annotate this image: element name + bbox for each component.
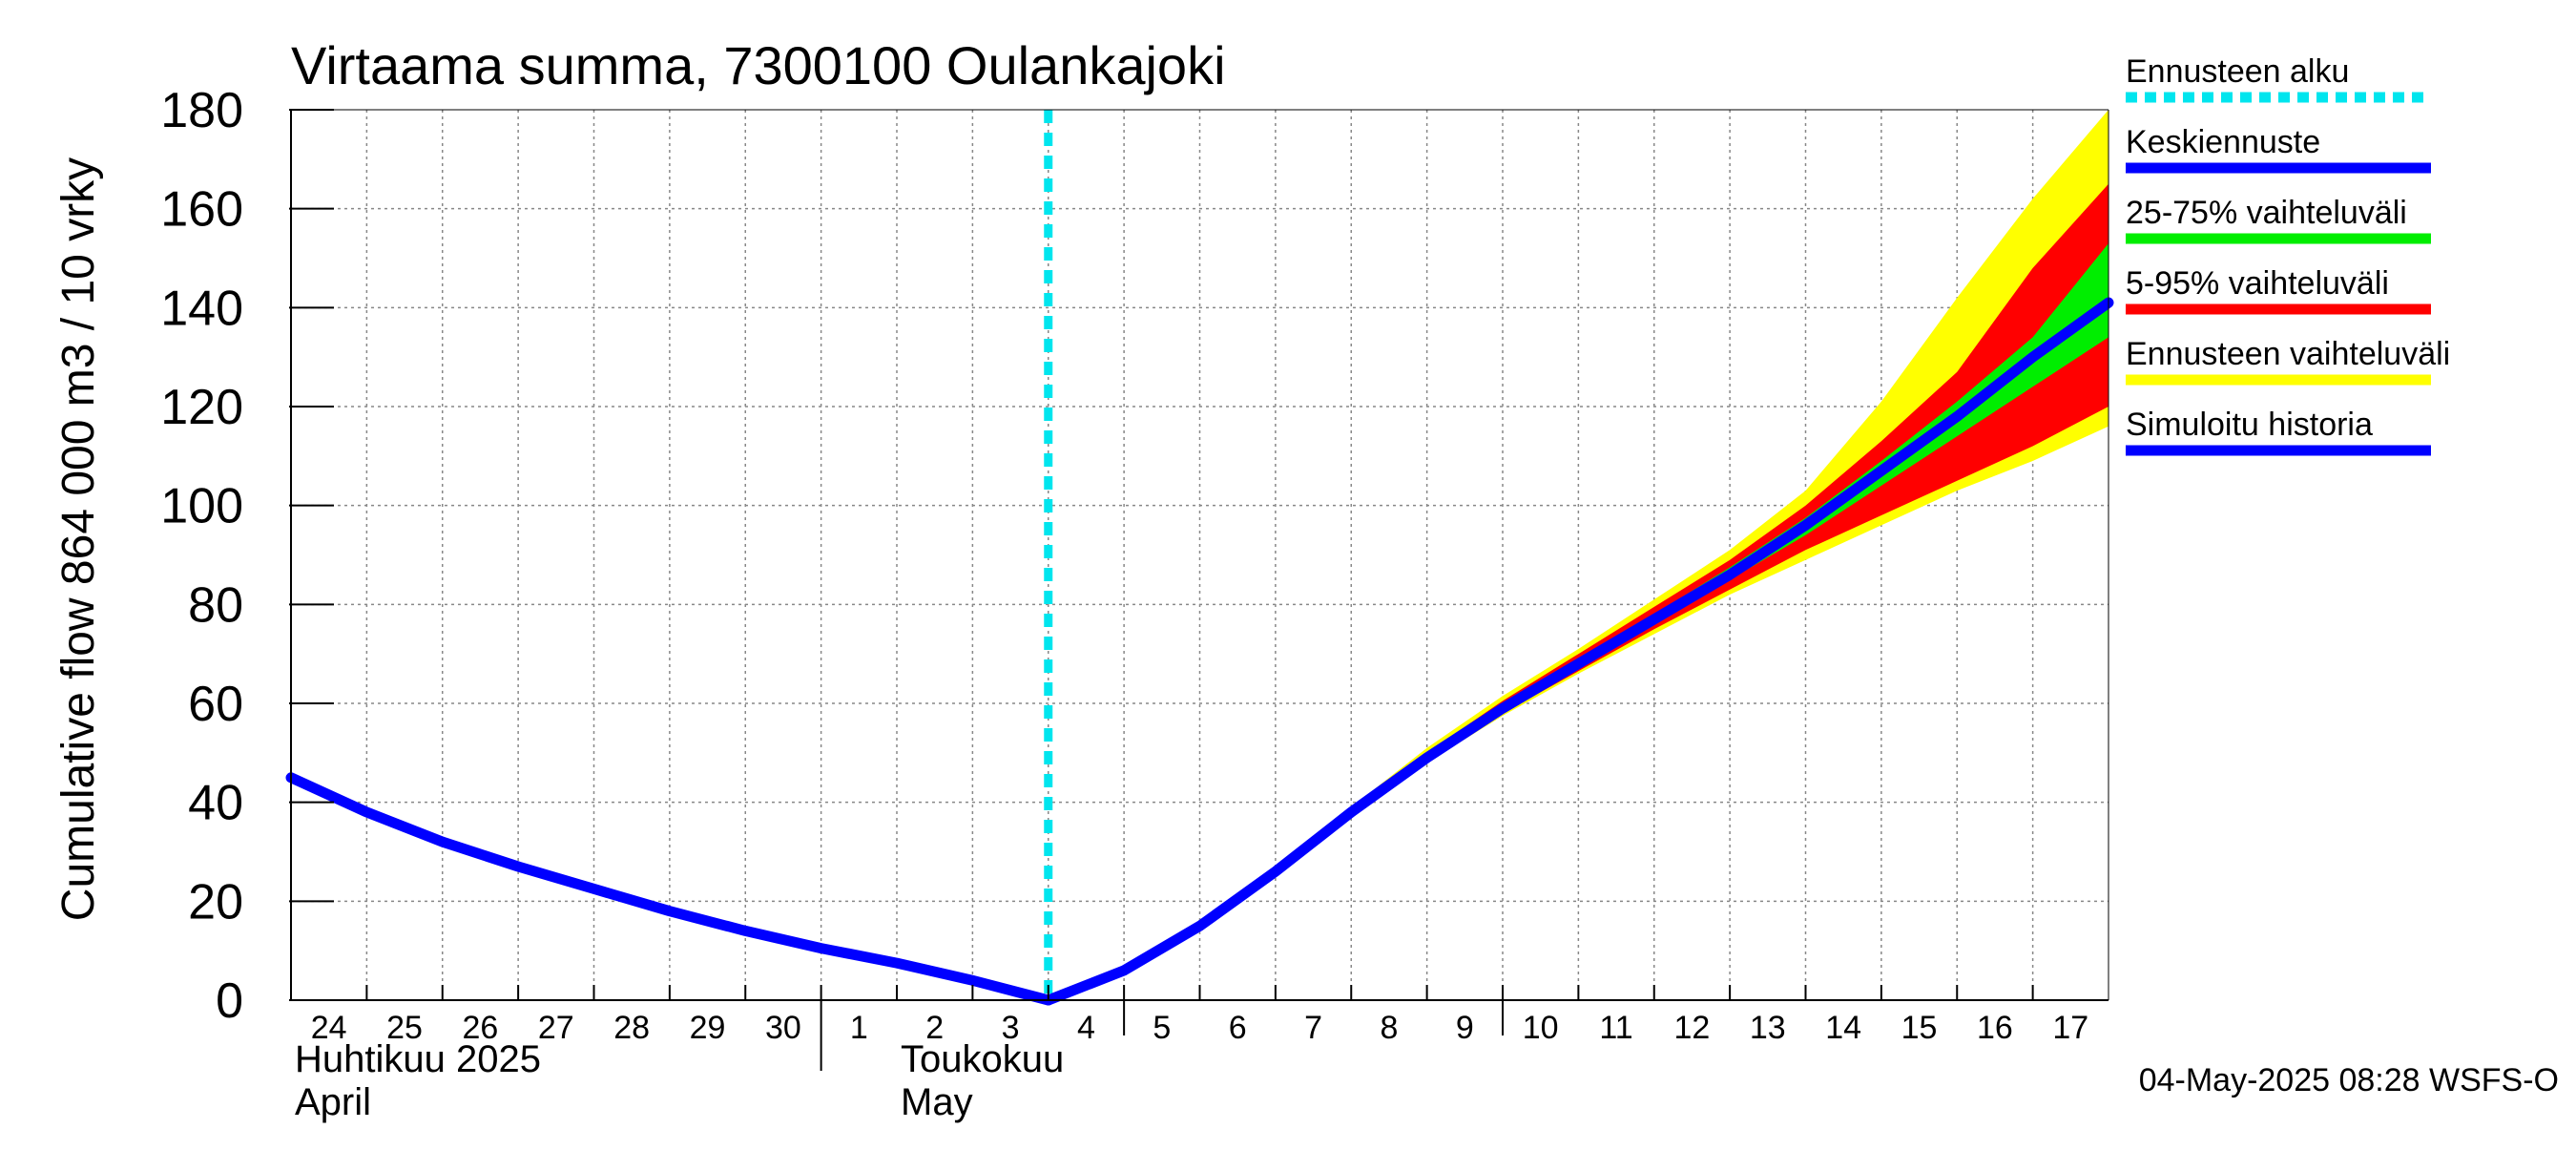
- x-tick-label: 25: [386, 1010, 423, 1046]
- legend-label: 5-95% vaihteluväli: [2126, 265, 2389, 302]
- x-tick-label: 27: [538, 1010, 574, 1046]
- month-label-english: May: [901, 1081, 973, 1123]
- x-tick-label: 5: [1153, 1010, 1171, 1046]
- y-axis-label: Cumulative flow 864 000 m3 / 10 vrky: [53, 157, 104, 921]
- month-label: Huhtikuu 2025: [295, 1038, 541, 1080]
- legend-label: Simuloitu historia: [2126, 407, 2373, 443]
- x-tick-label: 1: [850, 1010, 868, 1046]
- history-line: [285, 772, 1054, 1006]
- timestamp-footer: 04-May-2025 08:28 WSFS-O: [2139, 1062, 2559, 1098]
- legend: Ennusteen alku Keskiennuste 25-75% vaihtel…: [2126, 53, 2450, 456]
- x-tick-label: 10: [1523, 1010, 1559, 1046]
- series-lines: [285, 110, 2114, 1006]
- legend-label: Keskiennuste: [2126, 124, 2320, 160]
- x-tick-label: 24: [311, 1010, 347, 1046]
- x-tick-label: 16: [1977, 1010, 2013, 1046]
- legend-label: 25-75% vaihteluväli: [2126, 195, 2407, 231]
- x-tick-label: 9: [1456, 1010, 1474, 1046]
- y-tick-label: 100: [160, 479, 243, 534]
- x-tick-label: 14: [1825, 1010, 1861, 1046]
- chart-title: Virtaama summa, 7300100 Oulankajoki: [291, 35, 1226, 95]
- grid: [291, 110, 2109, 1000]
- x-tick-label: 29: [690, 1010, 726, 1046]
- x-tick-label: 8: [1380, 1010, 1398, 1046]
- legend-label: Ennusteen vaihteluväli: [2126, 336, 2450, 372]
- x-tick-label: 17: [2052, 1010, 2088, 1046]
- x-tick-label: 28: [613, 1010, 650, 1046]
- y-tick-label: 140: [160, 281, 243, 336]
- y-tick-label: 180: [160, 83, 243, 138]
- x-tick-label: 6: [1229, 1010, 1247, 1046]
- x-tick-label: 12: [1674, 1010, 1711, 1046]
- x-tick-label: 2: [925, 1010, 944, 1046]
- x-tick-label: 15: [1901, 1010, 1938, 1046]
- y-tick-label: 20: [188, 874, 243, 930]
- month-label: Toukokuu: [901, 1038, 1064, 1080]
- month-label-english: April: [295, 1081, 371, 1123]
- y-tick-label: 160: [160, 182, 243, 238]
- x-tick-label: 26: [463, 1010, 499, 1046]
- y-tick-label: 40: [188, 776, 243, 831]
- x-tick-label: 13: [1750, 1010, 1786, 1046]
- x-tick-label: 11: [1599, 1010, 1632, 1046]
- legend-label: Ennusteen alku: [2126, 53, 2349, 90]
- y-tick-label: 120: [160, 380, 243, 435]
- y-tick-label: 60: [188, 677, 243, 732]
- x-tick-label: 4: [1077, 1010, 1095, 1046]
- x-tick-label: 3: [1002, 1010, 1020, 1046]
- median-forecast-line: [1043, 297, 2114, 1006]
- x-tick-label: 30: [765, 1010, 801, 1046]
- x-tick-label: 7: [1304, 1010, 1322, 1046]
- y-tick-label: 0: [216, 973, 243, 1029]
- y-tick-label: 80: [188, 577, 243, 633]
